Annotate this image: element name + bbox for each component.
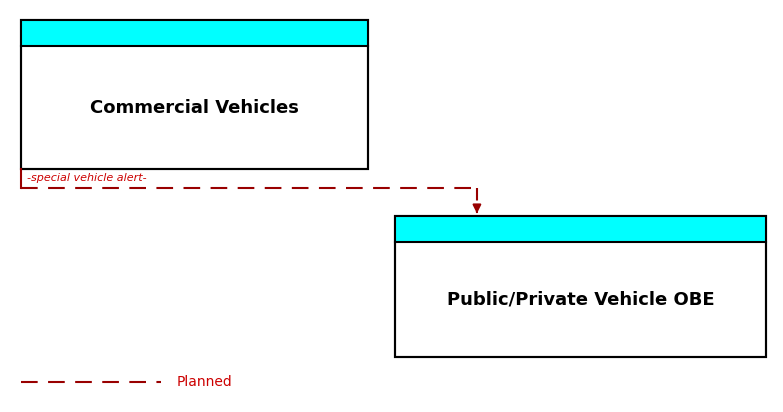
Bar [21, 20, 368, 47]
Text: Planned: Planned [177, 375, 233, 389]
Bar [21, 20, 368, 169]
Bar [395, 216, 766, 358]
Bar [21, 20, 368, 169]
Text: Public/Private Vehicle OBE: Public/Private Vehicle OBE [447, 290, 715, 309]
Bar [395, 216, 766, 241]
Text: Commercial Vehicles: Commercial Vehicles [90, 99, 299, 117]
Text: -special vehicle alert-: -special vehicle alert- [27, 173, 146, 183]
Bar [395, 216, 766, 358]
